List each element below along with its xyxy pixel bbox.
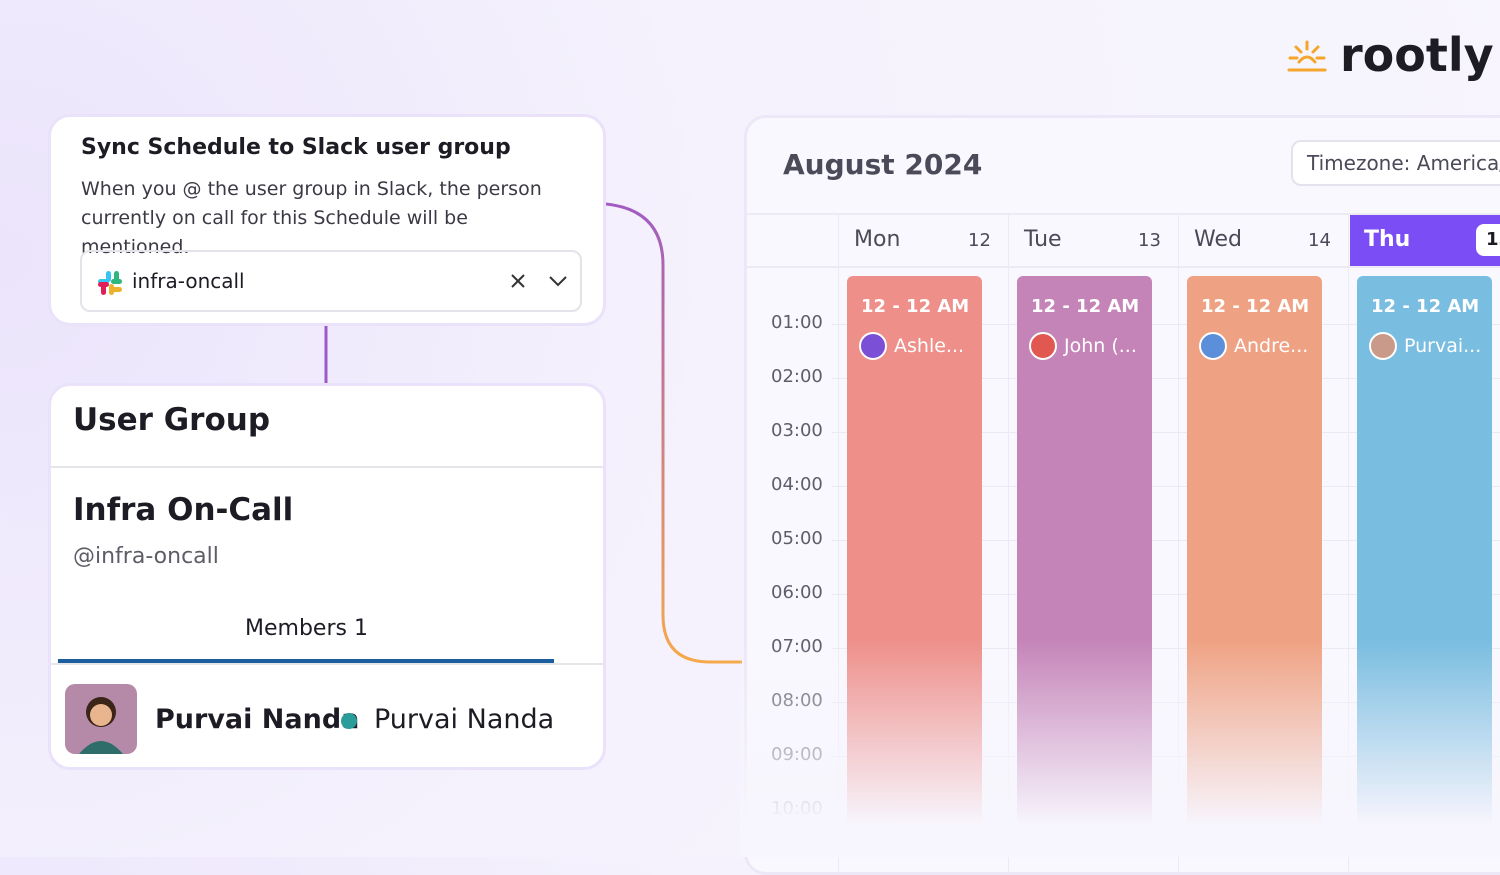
- status-dot: [341, 713, 357, 729]
- shift-avatar: [1199, 332, 1227, 360]
- member-count: 1: [353, 616, 368, 641]
- member-name: Purvai Nanda: [155, 704, 360, 735]
- day-name: Wed: [1194, 227, 1242, 252]
- slack-sync-card: Sync Schedule to Slack user group When y…: [48, 114, 606, 326]
- divider: [51, 466, 603, 468]
- hour-label: 04:00: [771, 474, 823, 495]
- group-select[interactable]: infra-oncall: [80, 250, 582, 312]
- connectors: [324, 40, 1327, 664]
- day-date: 12: [968, 230, 991, 251]
- grid-line: [832, 486, 1500, 487]
- shift-time: 12 - 12 AM: [1371, 296, 1480, 317]
- divider: [747, 213, 1500, 215]
- members-tab[interactable]: Members 1: [245, 616, 368, 641]
- selected-group: infra-oncall: [132, 269, 245, 293]
- group-handle: @infra-oncall: [73, 544, 219, 569]
- select-controls[interactable]: [510, 272, 570, 292]
- divider: [51, 663, 603, 665]
- grid-line: [832, 540, 1500, 541]
- member-avatar: [65, 684, 137, 754]
- shift-person: John (...: [1064, 335, 1137, 357]
- hour-label: 05:00: [771, 528, 823, 549]
- fade-overlay: [740, 640, 1500, 857]
- grid-line: [832, 594, 1500, 595]
- connector: [605, 202, 742, 664]
- tab-underline: [58, 659, 554, 663]
- day-date: 14: [1308, 230, 1331, 251]
- column-line: [1008, 213, 1009, 872]
- day-header[interactable]: Mon 12: [840, 215, 1010, 266]
- column-line: [1178, 213, 1179, 872]
- member-display-name: Purvai Nanda: [374, 704, 555, 735]
- hour-label: 02:00: [771, 366, 823, 387]
- user-group-card: User Group Infra On-Call @infra-oncall M…: [48, 383, 606, 770]
- shift-person: Purvai...: [1404, 335, 1482, 357]
- grid-line: [832, 432, 1500, 433]
- divider: [747, 266, 1500, 268]
- panel-header: User Group: [73, 402, 271, 438]
- day-header[interactable]: Tue 13: [1010, 215, 1180, 266]
- logo-icon: [1287, 40, 1327, 72]
- shift-person: Ashle...: [894, 335, 965, 357]
- month: August 2024: [783, 148, 983, 181]
- shift-time: 12 - 12 AM: [1031, 296, 1140, 317]
- hour-label: 06:00: [771, 582, 823, 603]
- grid-line: [832, 324, 1500, 325]
- shift-avatar: [1369, 332, 1397, 360]
- shift-time: 12 - 12 AM: [1201, 296, 1310, 317]
- shift-avatar: [1029, 332, 1057, 360]
- timezone: Timezone: America/: [1307, 151, 1500, 175]
- day-header[interactable]: Thu 15: [1350, 215, 1500, 266]
- day-name: Thu: [1364, 227, 1411, 252]
- day-date: 15: [1476, 224, 1500, 256]
- timezone-select[interactable]: Timezone: America/: [1291, 140, 1500, 186]
- day-name: Mon: [854, 227, 901, 252]
- column-line: [838, 213, 839, 872]
- column-line: [1348, 213, 1349, 872]
- day-date: 13: [1138, 230, 1161, 251]
- grid-line: [832, 378, 1500, 379]
- day-header[interactable]: Wed 14: [1180, 215, 1350, 266]
- card-title: Sync Schedule to Slack user group: [81, 135, 511, 160]
- hour-label: 01:00: [771, 312, 823, 333]
- group-name: Infra On-Call: [73, 492, 294, 528]
- brand: rootly: [1340, 28, 1494, 82]
- shift-time: 12 - 12 AM: [861, 296, 970, 317]
- hour-label: 03:00: [771, 420, 823, 441]
- day-name: Tue: [1024, 227, 1062, 252]
- slack-icon: [98, 271, 122, 295]
- shift-person: Andre...: [1234, 335, 1309, 357]
- card-description: When you @ the user group in Slack, the …: [81, 178, 542, 258]
- tab-label: Members: [245, 616, 347, 641]
- shift-avatar: [859, 332, 887, 360]
